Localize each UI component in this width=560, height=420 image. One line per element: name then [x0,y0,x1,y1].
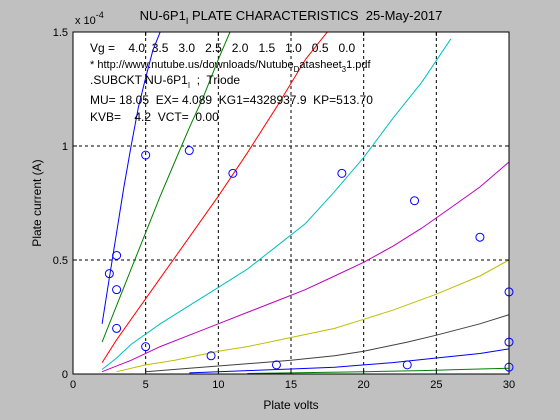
plate-curve [101,38,452,370]
plate-curve [189,348,509,374]
annotation-model-params: MU= 18.05 EX= 4.089 KG1=4328937.9 KP=513… [90,93,373,107]
measured-point [112,323,122,333]
measured-point [337,168,347,178]
x-tick-label: 20 [358,379,370,391]
axis-ticks: 0 5 10 15 20 25 30 0 0.5 1 1.5 [53,27,515,391]
x-tick-label: 30 [503,379,515,391]
x-tick-label: 0 [70,379,76,391]
x-tick-label: 15 [285,379,297,391]
measured-point [410,196,420,206]
chart-title: NU-6P1I PLATE CHARACTERISTICS 25-May-201… [140,8,443,26]
plate-curve [101,32,231,343]
measured-point [184,146,194,156]
plate-curve [101,32,328,363]
x-tick-label: 10 [212,379,224,391]
y-tick-label: 0.5 [53,255,68,267]
y-tick-label: 1 [62,141,68,153]
measured-point [206,351,216,361]
measured-point [141,342,151,352]
measured-point [104,269,114,279]
y-exponent-label: x 10-4 [75,10,104,27]
measured-point [141,150,151,160]
plate-curve [101,161,509,373]
annotation-vg-values: Vg = 4.0 3.5 3.0 2.5 2.0 1.5 1.0 0.5 0.0 [90,41,355,55]
plate-curve [247,367,509,374]
x-tick-label: 25 [430,379,442,391]
annotation-subckt: .SUBCKT NU-6P1I ; Triode [90,73,240,90]
y-tick-label: 1.5 [53,27,68,39]
y-axis-label: Plate current (A) [30,159,44,246]
measured-point [475,232,485,242]
plate-curve [145,314,509,373]
measured-point [228,168,238,178]
plate-curve [116,259,509,373]
annotation-kvb-vct: KVB= 4.2 VCT= 0.00 [90,110,219,124]
grid-lines [73,32,509,374]
annotation-datasheet-url: * http://www.nutube.us/downloads/NutubeD… [90,59,371,74]
measured-point [112,285,122,295]
x-tick-label: 5 [143,379,149,391]
y-tick-label: 0 [62,369,68,381]
measured-point [112,250,122,260]
x-axis-label: Plate volts [263,398,318,412]
measured-point [271,360,281,370]
measured-point [402,360,412,370]
